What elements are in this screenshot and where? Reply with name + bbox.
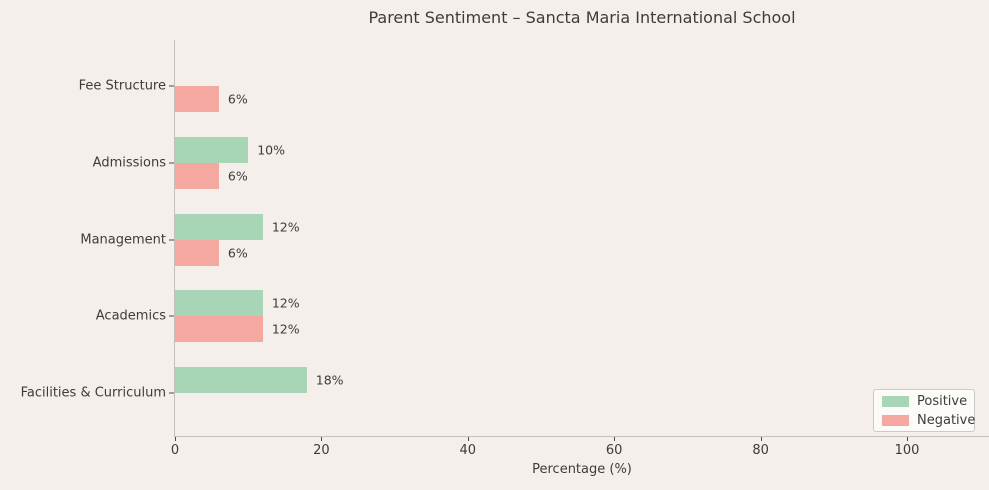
chart-title: Parent Sentiment – Sancta Maria Internat…: [368, 8, 796, 27]
legend-swatch-negative: [882, 414, 909, 426]
y-axis-spine: [174, 40, 175, 437]
legend: Positive Negative: [873, 389, 975, 432]
bar-positive: [175, 213, 263, 240]
x-tick-mark: [467, 437, 469, 441]
bar-value-label: 12%: [271, 321, 300, 337]
bar-positive: [175, 136, 249, 163]
x-tick-label: 80: [752, 443, 769, 458]
bar-value-label: 12%: [271, 295, 300, 311]
bar-value-label: 6%: [227, 168, 248, 184]
bar-negative: [175, 162, 219, 189]
x-tick-mark: [614, 437, 616, 441]
y-tick-mark: [169, 392, 174, 394]
bar-value-label: 10%: [257, 142, 285, 158]
x-tick-mark: [321, 437, 323, 441]
bar-negative: [175, 239, 219, 266]
x-tick-label: 100: [894, 443, 920, 458]
y-tick-mark: [169, 85, 174, 87]
x-tick-label: 0: [170, 443, 180, 458]
bar-negative: [175, 316, 263, 343]
bar-negative: [175, 86, 219, 112]
legend-item-negative: Negative: [882, 413, 975, 428]
category-label: Academics: [95, 308, 166, 324]
category-label: Facilities & Curriculum: [20, 385, 166, 401]
category-label: Admissions: [92, 155, 166, 171]
x-tick-label: 40: [459, 443, 477, 458]
category-label: Fee Structure: [78, 78, 166, 94]
y-tick-mark: [169, 162, 174, 164]
x-axis-spine: [174, 436, 989, 437]
bar-positive: [175, 290, 263, 317]
y-tick-mark: [169, 315, 174, 317]
legend-label-positive: Positive: [917, 393, 968, 409]
x-axis-label: Percentage (%): [532, 462, 632, 477]
y-tick-mark: [169, 239, 174, 240]
legend-swatch-positive: [882, 395, 909, 407]
bar-value-label: 6%: [227, 245, 248, 260]
bar-value-label: 18%: [315, 372, 344, 388]
category-label: Management: [80, 232, 166, 247]
x-tick-mark: [907, 437, 908, 441]
x-tick-mark: [760, 437, 762, 441]
bar-positive: [175, 367, 307, 393]
x-tick-label: 20: [313, 443, 330, 458]
legend-item-positive: Positive: [882, 393, 968, 409]
x-tick-label: 60: [605, 443, 623, 458]
x-tick-mark: [175, 437, 176, 441]
bar-value-label: 12%: [271, 219, 300, 234]
bar-value-label: 6%: [227, 91, 248, 107]
legend-label-negative: Negative: [917, 412, 976, 428]
